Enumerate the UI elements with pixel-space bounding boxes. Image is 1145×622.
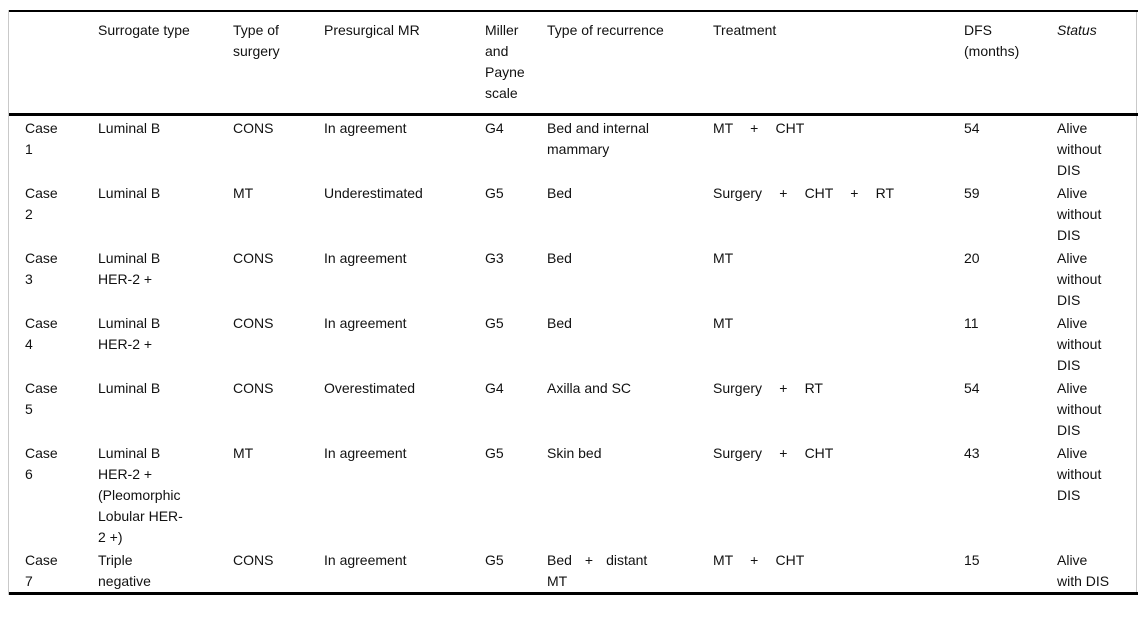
table-cell-status: Alive without DIS [1057,250,1102,308]
table-cell-dfs-months: 15 [964,552,980,568]
table-cell-status: Alive without DIS [1057,315,1102,373]
table-cell-miller-payne-scale: G5 [485,552,504,568]
row-label: Case 1 [25,120,58,157]
table-cell-dfs-months: 11 [964,315,979,331]
table-cell-miller-payne-scale: G5 [485,315,504,331]
table-cell-presurgical-mr: In agreement [324,552,407,568]
table-cell-status: Alive without DIS [1057,380,1102,438]
table-cell-treatment: MT + CHT [713,120,805,136]
table-header: Surrogate type Type of surgery Presurgical… [9,11,1138,115]
table-cell-dfs-months: 59 [964,185,980,201]
column-header-surrogate-type: Surrogate type [98,22,190,38]
table-row: Case 5 Luminal B CONS Overestimated G4 Axilla… [9,376,1138,441]
table-cell-presurgical-mr: In agreement [324,315,407,331]
table-cell-miller-payne-scale: G3 [485,250,504,266]
row-label: Case 4 [25,315,58,352]
table-cell-surrogate-type: Triple negative [98,552,151,589]
table-cell-miller-payne-scale: G4 [485,120,504,136]
table-row: Case 7 Triple negative CONS In agreement G5 B… [9,548,1138,594]
column-header-dfs-months: DFS (months) [964,22,1020,59]
table-cell-presurgical-mr: In agreement [324,445,407,461]
table-cell-miller-payne-scale: G4 [485,380,504,396]
table-cell-type-of-recurrence: Bed [547,315,572,331]
column-header-miller-payne-scale: Miller and Payne scale [485,22,525,101]
column-header-status: Status [1057,22,1097,38]
table-row: Case 6 Luminal B HER-2 + (Pleomorphic Lob… [9,441,1138,548]
table-cell-type-of-recurrence: Skin bed [547,445,602,461]
table-cell-treatment: Surgery + CHT [713,445,834,461]
table-cell-miller-payne-scale: G5 [485,445,504,461]
table-cell-type-of-surgery: MT [233,185,254,201]
table-cell-type-of-surgery: MT [233,445,254,461]
table-row: Case 3 Luminal B HER-2 + CONS In agreement G… [9,246,1138,311]
table-cell-type-of-recurrence: Bed and internal mammary [547,120,649,157]
table-cell-surrogate-type: Luminal B [98,120,161,136]
column-header-presurgical-mr: Presurgical MR [324,22,420,38]
table-cell-treatment: MT + CHT [713,552,805,568]
cases-table: Surrogate type Type of surgery Presurgical… [9,10,1138,595]
table-cell-surrogate-type: Luminal B [98,185,161,201]
table-row: Case 2 Luminal B MT Underestimated G5 Bed Surg… [9,181,1138,246]
table-cell-status: Alive without DIS [1057,120,1102,178]
table-cell-dfs-months: 20 [964,250,980,266]
table-cell-presurgical-mr: In agreement [324,120,407,136]
table-cell-type-of-recurrence: Bed + distant MT [547,552,648,589]
table-body: Case 1 Luminal B CONS In agreement G4 Bed and… [9,115,1138,594]
table-cell-presurgical-mr: In agreement [324,250,407,266]
table-cell-treatment: Surgery + RT [713,380,823,396]
table-cell-type-of-surgery: CONS [233,250,274,266]
table-cell-treatment: MT [713,315,734,331]
row-label: Case 5 [25,380,58,417]
column-header-treatment: Treatment [713,22,777,38]
table-cell-miller-payne-scale: G5 [485,185,504,201]
row-label: Case 6 [25,445,58,482]
column-header-type-of-surgery: Type of surgery [233,22,280,59]
table-cell-treatment: Surgery + CHT + RT [713,185,895,201]
table-row: Case 1 Luminal B CONS In agreement G4 Bed and… [9,115,1138,182]
table-cell-presurgical-mr: Overestimated [324,380,416,396]
table-cell-presurgical-mr: Underestimated [324,185,423,201]
table-cell-type-of-recurrence: Axilla and SC [547,380,632,396]
table-cell-status: Alive without DIS [1057,185,1102,243]
table-cell-type-of-recurrence: Bed [547,185,572,201]
table-cell-surrogate-type: Luminal B [98,380,161,396]
column-header-type-of-recurrence: Type of recurrence [547,22,664,38]
table-cell-type-of-surgery: CONS [233,315,274,331]
row-label: Case 2 [25,185,58,222]
header-row: Surrogate type Type of surgery Presurgical… [9,11,1138,115]
row-label: Case 3 [25,250,58,287]
table-cell-surrogate-type: Luminal B HER-2 + [98,315,161,352]
table-cell-status: Alive with DIS [1057,552,1110,589]
column-header-corner [9,11,98,115]
table-cell-treatment: MT [713,250,734,266]
row-label: Case 7 [25,552,58,589]
table-cell-dfs-months: 54 [964,380,980,396]
table-cell-type-of-recurrence: Bed [547,250,572,266]
table-cell-surrogate-type: Luminal B HER-2 + [98,250,161,287]
table-cell-dfs-months: 43 [964,445,980,461]
table-row: Case 4 Luminal B HER-2 + CONS In agreement G… [9,311,1138,376]
table-cell-surrogate-type: Luminal B HER-2 + (Pleomorphic Lobular H… [98,445,183,545]
table-cell-status: Alive without DIS [1057,445,1102,503]
table-cell-type-of-surgery: CONS [233,380,274,396]
table-cell-type-of-surgery: CONS [233,120,274,136]
cases-table-frame: Surrogate type Type of surgery Presurgical… [8,10,1138,595]
table-cell-type-of-surgery: CONS [233,552,274,568]
table-cell-dfs-months: 54 [964,120,980,136]
